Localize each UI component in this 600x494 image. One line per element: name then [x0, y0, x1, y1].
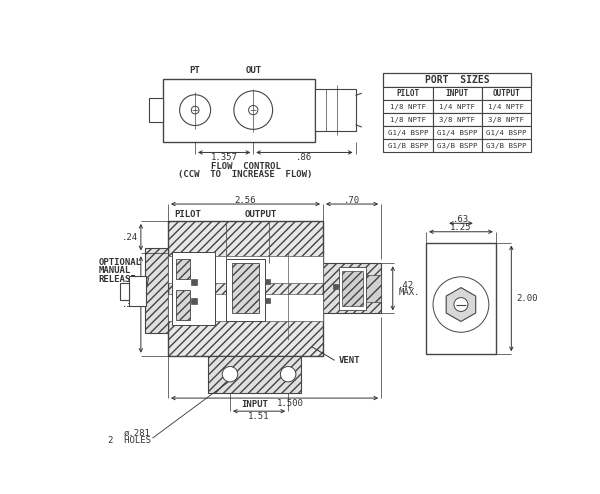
Bar [383, 87, 433, 100]
Bar [315, 89, 356, 131]
Text: (CCW  TO  INCREASE  FLOW): (CCW TO INCREASE FLOW) [178, 170, 313, 179]
Bar [265, 279, 271, 284]
Text: .63: .63 [453, 215, 469, 224]
Text: 1.25: 1.25 [450, 223, 472, 232]
Text: G1/4 BSPP: G1/4 BSPP [437, 130, 478, 136]
Bar [265, 298, 271, 303]
Bar [341, 271, 364, 306]
Polygon shape [446, 288, 476, 322]
Bar [120, 283, 129, 299]
Bar [383, 113, 433, 126]
Bar [208, 356, 301, 393]
Text: PT: PT [190, 66, 200, 75]
Text: G3/B BSPP: G3/B BSPP [486, 143, 526, 149]
Bar [191, 279, 197, 285]
Bar [323, 263, 381, 313]
Text: G3/B BSPP: G3/B BSPP [437, 143, 478, 149]
Circle shape [454, 297, 468, 311]
Text: G1/4 BSPP: G1/4 BSPP [486, 130, 526, 136]
Text: INPUT: INPUT [446, 89, 469, 98]
Text: OUTPUT: OUTPUT [245, 210, 277, 219]
Text: MANUAL: MANUAL [98, 266, 131, 276]
Text: G1/4 BSPP: G1/4 BSPP [388, 130, 428, 136]
Text: 1.357: 1.357 [211, 153, 238, 163]
Text: 2.56: 2.56 [235, 196, 256, 205]
Bar [383, 139, 433, 153]
Text: ø.281: ø.281 [124, 428, 151, 437]
Bar [226, 259, 265, 321]
Bar [482, 139, 531, 153]
Text: 3/8 NPTF: 3/8 NPTF [488, 117, 524, 123]
Text: OUTPUT: OUTPUT [492, 89, 520, 98]
Bar [482, 100, 531, 113]
Text: .70: .70 [344, 196, 360, 205]
Text: 3/8 NPTF: 3/8 NPTF [439, 117, 475, 123]
Text: 2  HOLES: 2 HOLES [108, 436, 151, 445]
Bar [433, 113, 482, 126]
Text: .86: .86 [296, 153, 313, 163]
Bar [433, 139, 482, 153]
Text: FLOW  CONTROL: FLOW CONTROL [211, 162, 280, 171]
Text: INPUT: INPUT [241, 401, 268, 410]
Text: G1/B BSPP: G1/B BSPP [388, 143, 428, 149]
Circle shape [280, 367, 296, 382]
Text: .24: .24 [122, 233, 138, 242]
Text: OUT: OUT [245, 66, 262, 75]
Bar [176, 259, 190, 279]
Text: PILOT: PILOT [174, 210, 201, 219]
Text: 1/4 NPTF: 1/4 NPTF [488, 104, 524, 110]
Bar [168, 221, 323, 356]
Text: RELEASE: RELEASE [98, 275, 136, 284]
Text: 2.00: 2.00 [516, 294, 538, 303]
Text: 1.500: 1.500 [277, 399, 304, 408]
Bar [333, 284, 338, 288]
Bar [191, 298, 197, 304]
Text: .34: .34 [122, 300, 138, 309]
Bar [383, 126, 433, 139]
Text: .42: .42 [398, 281, 415, 290]
Bar [338, 267, 365, 310]
Bar [426, 243, 496, 354]
Bar [176, 290, 190, 320]
Bar [172, 252, 215, 325]
Text: VENT: VENT [338, 356, 360, 365]
Text: MAX.: MAX. [398, 288, 419, 297]
Bar [433, 87, 482, 100]
Circle shape [222, 367, 238, 382]
Text: 1.51: 1.51 [248, 412, 270, 421]
Bar [383, 73, 531, 87]
Bar [365, 275, 381, 302]
Bar [482, 126, 531, 139]
Text: OPTIONAL: OPTIONAL [98, 258, 141, 267]
Text: 1/8 NPTF: 1/8 NPTF [390, 117, 426, 123]
Text: 1/4 NPTF: 1/4 NPTF [439, 104, 475, 110]
Text: PORT  SIZES: PORT SIZES [425, 75, 490, 85]
Bar [482, 113, 531, 126]
Bar [168, 294, 323, 321]
Text: PILOT: PILOT [397, 89, 419, 98]
Bar [149, 98, 163, 123]
Bar [145, 248, 168, 332]
Bar [433, 126, 482, 139]
Bar [129, 277, 146, 306]
Bar [163, 79, 315, 142]
Bar [232, 263, 259, 313]
Bar [383, 100, 433, 113]
Bar [482, 87, 531, 100]
Bar [168, 255, 323, 283]
Bar [433, 100, 482, 113]
Text: 1/8 NPTF: 1/8 NPTF [390, 104, 426, 110]
